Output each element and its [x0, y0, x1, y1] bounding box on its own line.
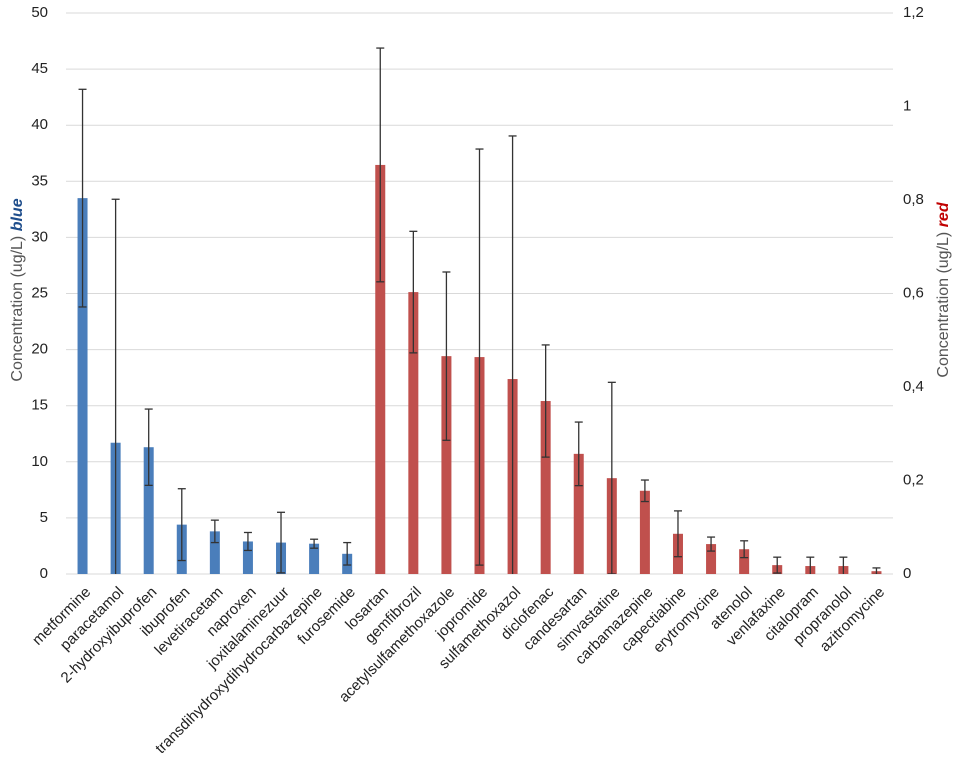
y2-tick-label: 1: [903, 97, 911, 114]
bar: [639, 490, 650, 574]
error-bar: [310, 538, 319, 549]
y2-axis-title: Concentration (ug/L) red: [935, 201, 952, 377]
error-bar: [376, 47, 385, 283]
error-bar: [872, 567, 881, 574]
y2-axis-title-emphasis: red: [935, 201, 952, 227]
error-bar: [475, 148, 484, 566]
y2-tick-label: 0,2: [903, 471, 924, 488]
bar: [408, 292, 419, 574]
plot-area: [66, 12, 893, 575]
error-bar: [839, 556, 848, 574]
y-tick-label: 15: [31, 397, 48, 414]
error-bar: [210, 519, 219, 544]
error-bar: [409, 230, 418, 354]
bar: [706, 544, 717, 574]
bar: [573, 453, 584, 574]
error-bar: [177, 488, 186, 562]
y-tick-label: 25: [31, 284, 48, 301]
y2-tick-label: 0,8: [903, 191, 924, 208]
error-bar: [740, 540, 749, 559]
error-bar: [343, 541, 352, 566]
y-tick-label: 30: [31, 228, 48, 245]
error-bar: [673, 510, 682, 558]
error-bar: [773, 556, 782, 574]
y2-tick-label: 0,6: [903, 284, 924, 301]
y-axis-title-emphasis: blue: [9, 198, 26, 231]
error-bar: [607, 381, 616, 574]
bar: [739, 549, 750, 574]
error-bar: [277, 511, 286, 574]
y-tick-label: 10: [31, 453, 48, 470]
y-tick-label: 40: [31, 116, 48, 133]
error-bar: [640, 479, 649, 503]
y-tick-label: 0: [40, 565, 48, 582]
y-axis-title: Concentration (ug/L) blue: [9, 198, 26, 381]
bar: [143, 447, 154, 574]
error-bar: [442, 271, 451, 441]
y-tick-label: 50: [31, 4, 48, 21]
bar: [540, 401, 551, 574]
bar: [309, 543, 320, 574]
error-bar: [806, 556, 815, 574]
y2-axis-title-text: Concentration (ug/L): [935, 232, 952, 378]
error-bar: [78, 88, 87, 308]
bar: [441, 356, 452, 574]
y-tick-label: 35: [31, 172, 48, 189]
error-bar: [243, 531, 252, 552]
error-bar: [144, 408, 153, 487]
error-bar: [574, 421, 583, 487]
bar: [242, 541, 253, 574]
y2-tick-label: 0: [903, 565, 911, 582]
error-bar: [508, 135, 517, 574]
y-axis-title-text: Concentration (ug/L): [9, 236, 26, 382]
error-bar: [111, 198, 120, 574]
y-tick-label: 20: [31, 341, 48, 358]
y-tick-label: 45: [31, 60, 48, 77]
error-bar: [541, 344, 550, 458]
y-tick-label: 5: [40, 509, 48, 526]
error-bar: [707, 536, 716, 552]
bar: [209, 531, 220, 574]
bar: [77, 198, 88, 574]
y2-tick-label: 1,2: [903, 4, 924, 21]
y2-tick-label: 0,4: [903, 378, 924, 395]
bar: [375, 164, 386, 574]
